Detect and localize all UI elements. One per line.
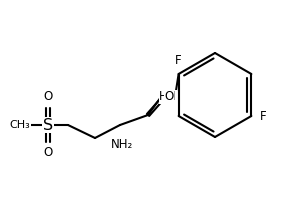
Text: O: O	[43, 146, 53, 160]
Text: HN: HN	[159, 91, 177, 103]
Text: O: O	[164, 90, 174, 102]
Text: F: F	[260, 109, 267, 123]
Text: CH₃: CH₃	[10, 120, 30, 130]
Text: NH₂: NH₂	[111, 139, 133, 151]
Text: S: S	[43, 117, 53, 133]
Text: O: O	[43, 91, 53, 103]
Text: F: F	[175, 55, 182, 67]
